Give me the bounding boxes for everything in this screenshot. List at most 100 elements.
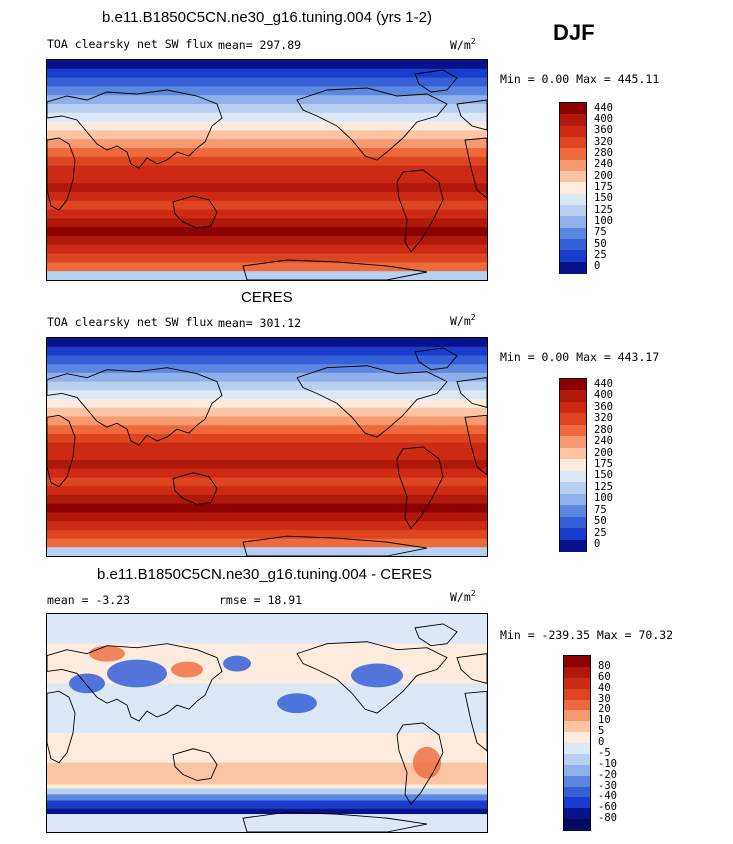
panel3-title: b.e11.B1850C5CN.ne30_g16.tuning.004 - CE… (97, 566, 432, 583)
colorbar-swatch (564, 688, 590, 701)
colorbar-tick-label: 5 (598, 725, 605, 738)
colorbar-swatch (560, 424, 586, 437)
panel1-colorbar: 440 400 360 320 280 240 200 175 150 125 100 75 50 25 0 (559, 102, 613, 274)
colorbar-tick-label: 240 (594, 158, 613, 171)
colorbar-tick-label: 360 (594, 124, 613, 137)
colorbar-swatch (560, 539, 586, 552)
colorbar-tick-label: 320 (594, 135, 613, 148)
colorbar-swatch (560, 261, 586, 274)
colorbar-tick-label: 175 (594, 181, 613, 193)
colorbar-swatch (560, 516, 586, 529)
colorbar-swatch (564, 753, 590, 766)
colorbar-tick-label: 320 (594, 412, 613, 425)
colorbar-swatch (560, 401, 586, 414)
colorbar-swatch (560, 379, 586, 392)
panel3-rmse: rmse = 18.91 (219, 593, 303, 607)
colorbar-tick-label: 50 (594, 237, 607, 250)
season-label: DJF (553, 20, 595, 45)
panel3-minmax: Min = -239.35 Max = 70.32 (500, 628, 674, 642)
colorbar-swatch (564, 786, 590, 798)
panel1-map (46, 59, 488, 281)
panel2-title: CERES (241, 289, 293, 306)
colorbar-swatch (560, 171, 586, 183)
colorbar-swatch (564, 677, 590, 690)
colorbar-tick-label: 75 (594, 503, 607, 516)
map-canvas (47, 614, 487, 832)
panel1-variable: TOA clearsky net SW flux (47, 37, 214, 51)
panel3-units: W/m2 (450, 589, 476, 604)
colorbar-tick-label: -60 (598, 801, 617, 814)
colorbar-tick-label: 50 (594, 515, 607, 528)
panel1-mean: mean= 297.89 (218, 38, 302, 52)
colorbar-swatch (564, 666, 590, 679)
colorbar-tick-label: -20 (598, 768, 617, 781)
colorbar-tick-label: -80 (598, 812, 617, 825)
panel2-minmax: Min = 0.00 Max = 443.17 (500, 350, 660, 364)
colorbar-tick-label: -5 (598, 746, 611, 759)
colorbar-swatch (560, 103, 586, 115)
colorbar-swatch (560, 413, 586, 426)
panel3-colorbar: 80 60 40 30 20 10 5 0 -5 -10 -20 -30 -40 -60 -80 (563, 655, 617, 831)
colorbar-swatch (560, 447, 586, 460)
colorbar-swatch (564, 721, 590, 733)
colorbar-tick-label: 100 (594, 492, 613, 505)
colorbar-tick-label: 280 (594, 147, 613, 159)
colorbar-tick-label: 100 (594, 215, 613, 227)
colorbar-tick-label: 40 (598, 681, 611, 694)
colorbar-tick-label: 150 (594, 469, 613, 482)
colorbar-swatch (560, 227, 586, 240)
colorbar-swatch (560, 193, 586, 206)
colorbar-tick-label: 440 (594, 101, 613, 114)
colorbar-swatch (564, 819, 590, 831)
colorbar-tick-label: 440 (594, 377, 613, 390)
colorbar-tick-label: 30 (598, 692, 611, 705)
colorbar-swatch (560, 114, 586, 127)
colorbar-swatch (560, 205, 586, 217)
colorbar-tick-label: 60 (598, 670, 611, 683)
panel2-mean: mean= 301.12 (218, 316, 302, 330)
colorbar-tick-label: 20 (598, 703, 611, 716)
colorbar-tick-label: 25 (594, 526, 607, 539)
colorbar-swatch (564, 656, 590, 668)
panel2-colorbar: 440 400 360 320 280 240 200 175 150 125 100 75 50 25 0 (559, 378, 613, 552)
colorbar-swatch (560, 505, 586, 518)
colorbar-swatch (560, 137, 586, 149)
colorbar-tick-label: 0 (594, 538, 601, 551)
map-canvas (47, 60, 487, 280)
colorbar-tick-label: 25 (594, 249, 607, 261)
colorbar-tick-label: 280 (594, 423, 613, 436)
panel2-variable: TOA clearsky net SW flux (47, 315, 214, 329)
colorbar-tick-label: 400 (594, 389, 613, 402)
colorbar-tick-label: -40 (598, 790, 617, 803)
colorbar-swatch (560, 482, 586, 495)
panel2-units: W/m2 (450, 313, 476, 328)
colorbar-swatch (564, 699, 590, 711)
colorbar-tick-label: 400 (594, 113, 613, 125)
colorbar-tick-label: 360 (594, 400, 613, 413)
colorbar-swatch (560, 436, 586, 449)
colorbar-tick-label: 150 (594, 192, 613, 205)
colorbar-tick-label: 125 (594, 203, 613, 216)
panel3-mean: mean = -3.23 (47, 593, 131, 607)
colorbar-swatch (560, 470, 586, 483)
panel1-minmax: Min = 0.00 Max = 445.11 (500, 72, 660, 86)
colorbar-swatch (560, 125, 586, 138)
colorbar-swatch (564, 732, 590, 744)
colorbar-tick-label: 0 (594, 260, 601, 273)
colorbar-swatch (564, 808, 590, 820)
colorbar-tick-label: 125 (594, 480, 613, 493)
colorbar-swatch (564, 743, 590, 755)
colorbar-swatch (560, 390, 586, 403)
colorbar-tick-label: 240 (594, 435, 613, 448)
colorbar-tick-label: -10 (598, 757, 617, 770)
panel1-units: W/m2 (450, 37, 476, 52)
colorbar-swatch (564, 797, 590, 809)
colorbar-swatch (560, 159, 586, 172)
colorbar-tick-label: 80 (598, 659, 611, 672)
colorbar-swatch (560, 182, 586, 195)
colorbar-tick-label: -30 (598, 779, 617, 792)
panel3-map (46, 613, 488, 833)
colorbar-tick-label: 0 (598, 736, 605, 748)
colorbar-swatch (564, 775, 590, 788)
colorbar-swatch (560, 239, 586, 251)
